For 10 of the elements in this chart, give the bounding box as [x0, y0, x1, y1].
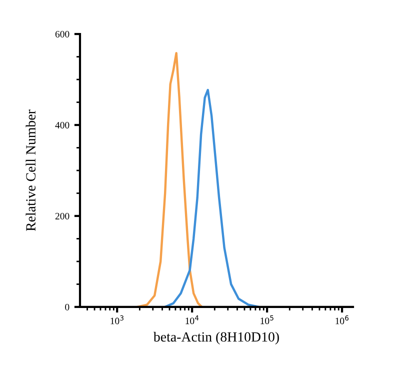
y-axis-title: Relative Cell Number — [26, 110, 36, 232]
y-tick-label: 400 — [55, 122, 70, 128]
y-tick-label: 0 — [65, 304, 70, 310]
x-axis-title: beta-Actin (8H10D10) — [153, 332, 279, 344]
x-tick-label: 10$^{6}$ — [336, 315, 349, 324]
y-tick-label: 200 — [55, 212, 70, 220]
x-tick-label: 10$^{3}$ — [110, 315, 124, 324]
x-tick-label: 10$^{5}$ — [260, 315, 274, 324]
x-tick-label: 10$^{4}$ — [186, 315, 199, 324]
y-tick-label: 600 — [55, 30, 70, 38]
